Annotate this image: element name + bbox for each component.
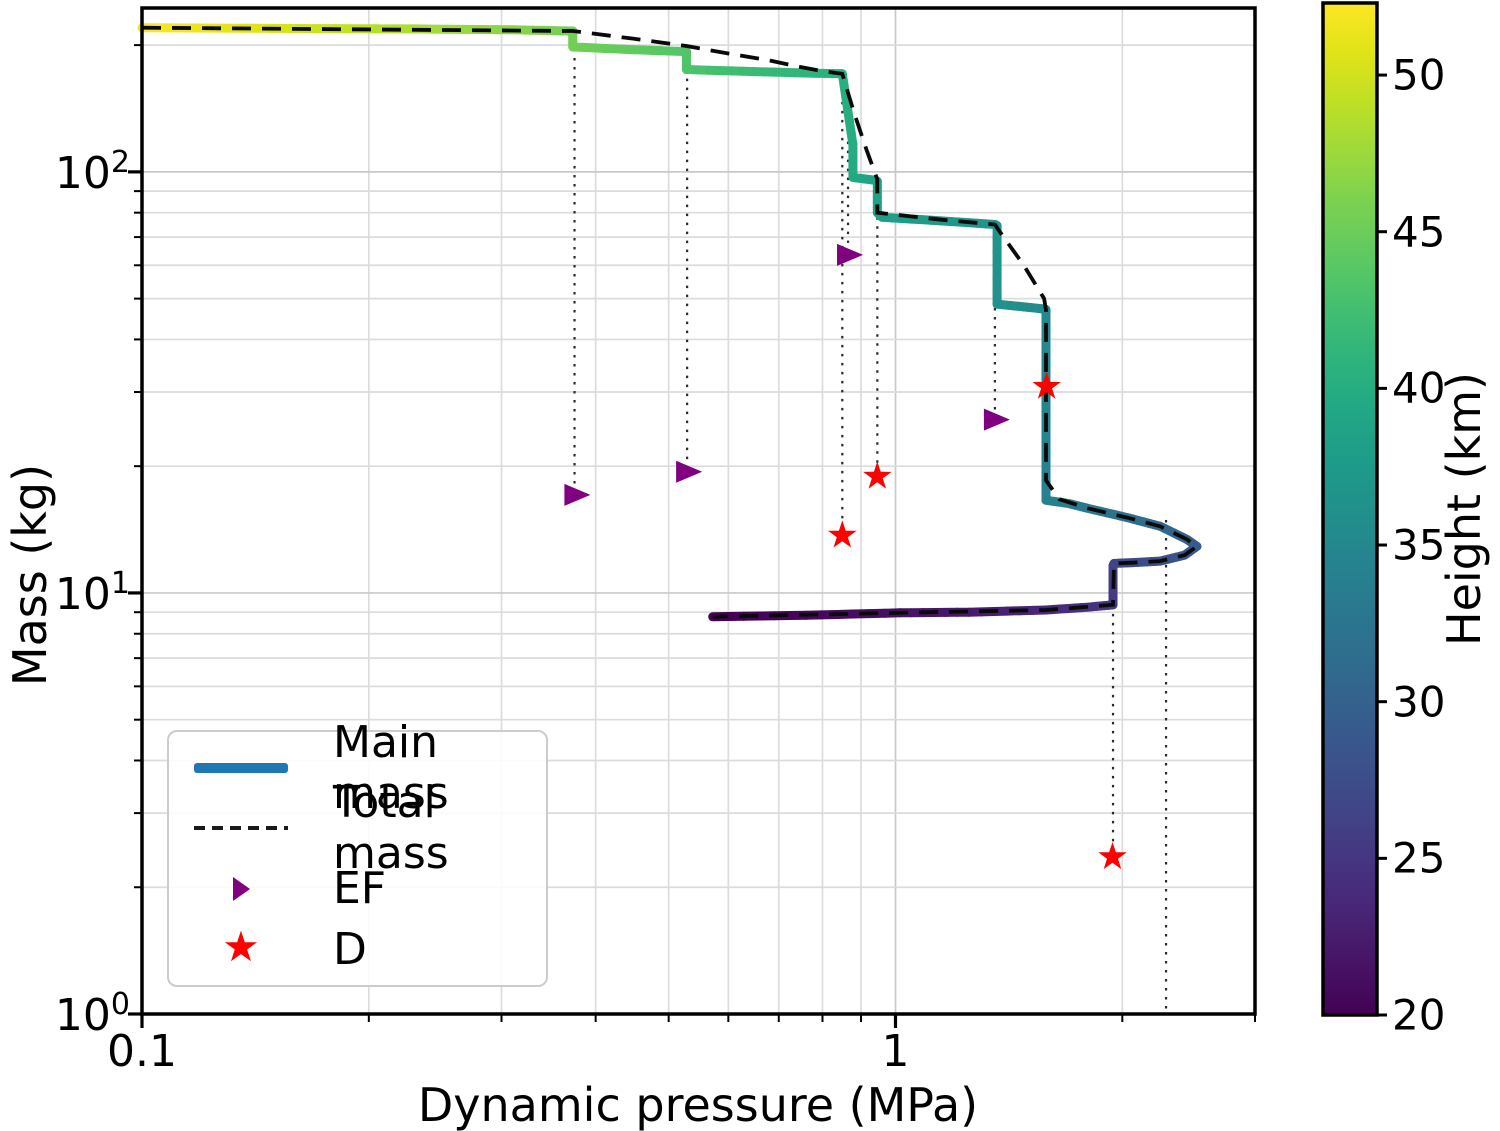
- axis-ticks: [128, 44, 1256, 1028]
- ef-markers: [564, 243, 1010, 506]
- d-star-marker: [1098, 842, 1127, 870]
- colorbar-label: Height (km): [1437, 371, 1491, 647]
- legend-label-main-mass: Main mass: [333, 716, 449, 819]
- colorbar-tick-label: 50: [1392, 50, 1446, 100]
- colorbar-tick-label: 30: [1392, 677, 1446, 727]
- colorbar-gradient: [1321, 1, 1379, 1017]
- ef-triangle-marker: [837, 243, 864, 266]
- legend-label-d: D: [333, 923, 367, 975]
- colorbar-tick-label: 20: [1392, 990, 1446, 1040]
- fragment-connector-lines: [573, 31, 1168, 1014]
- d-markers: [828, 371, 1127, 870]
- ef-triangle-marker: [676, 460, 703, 483]
- x-axis-label: Dynamic pressure (MPa): [417, 1078, 979, 1131]
- colorbar-tick-label: 45: [1392, 207, 1446, 257]
- ef-triangle-marker: [564, 483, 591, 506]
- triangle-marker-icon: [185, 876, 297, 901]
- plot-border: [140, 6, 1257, 1016]
- y-axis-label: Mass (kg): [3, 463, 57, 687]
- d-star-marker: [1032, 371, 1061, 399]
- legend-item-ef: EF: [185, 860, 542, 918]
- legend-label-ef: EF: [333, 863, 387, 915]
- legend-item-d: ★ D: [185, 920, 542, 978]
- d-star-marker: [863, 461, 892, 489]
- total-mass-curve: [141, 25, 1201, 619]
- legend-label-total-mass: Total mass: [333, 777, 449, 880]
- colorbar-tick-label: 25: [1392, 833, 1446, 883]
- star-marker-icon: ★: [222, 922, 260, 972]
- y-tick-label: 101: [54, 566, 130, 620]
- y-tick-label: 100: [54, 987, 130, 1041]
- colorbar-tick-label: 40: [1392, 363, 1446, 413]
- d-star-marker: [828, 520, 857, 548]
- colorbar-tick-label: 35: [1392, 520, 1446, 570]
- main-mass-line-sample: [185, 762, 297, 773]
- ef-triangle-marker: [983, 408, 1010, 431]
- x-tick-label: 0.1: [107, 1026, 177, 1077]
- y-tick-label: 102: [54, 145, 130, 199]
- colorbar: [1321, 1, 1387, 1017]
- legend: Main mass Total mass EF ★ D: [167, 717, 548, 987]
- total-mass-line-sample: [185, 826, 297, 831]
- legend-item-total-mass: Total mass: [185, 777, 542, 879]
- x-tick-label: 1: [881, 1026, 910, 1077]
- legend-item-main-mass: Main mass: [185, 717, 542, 819]
